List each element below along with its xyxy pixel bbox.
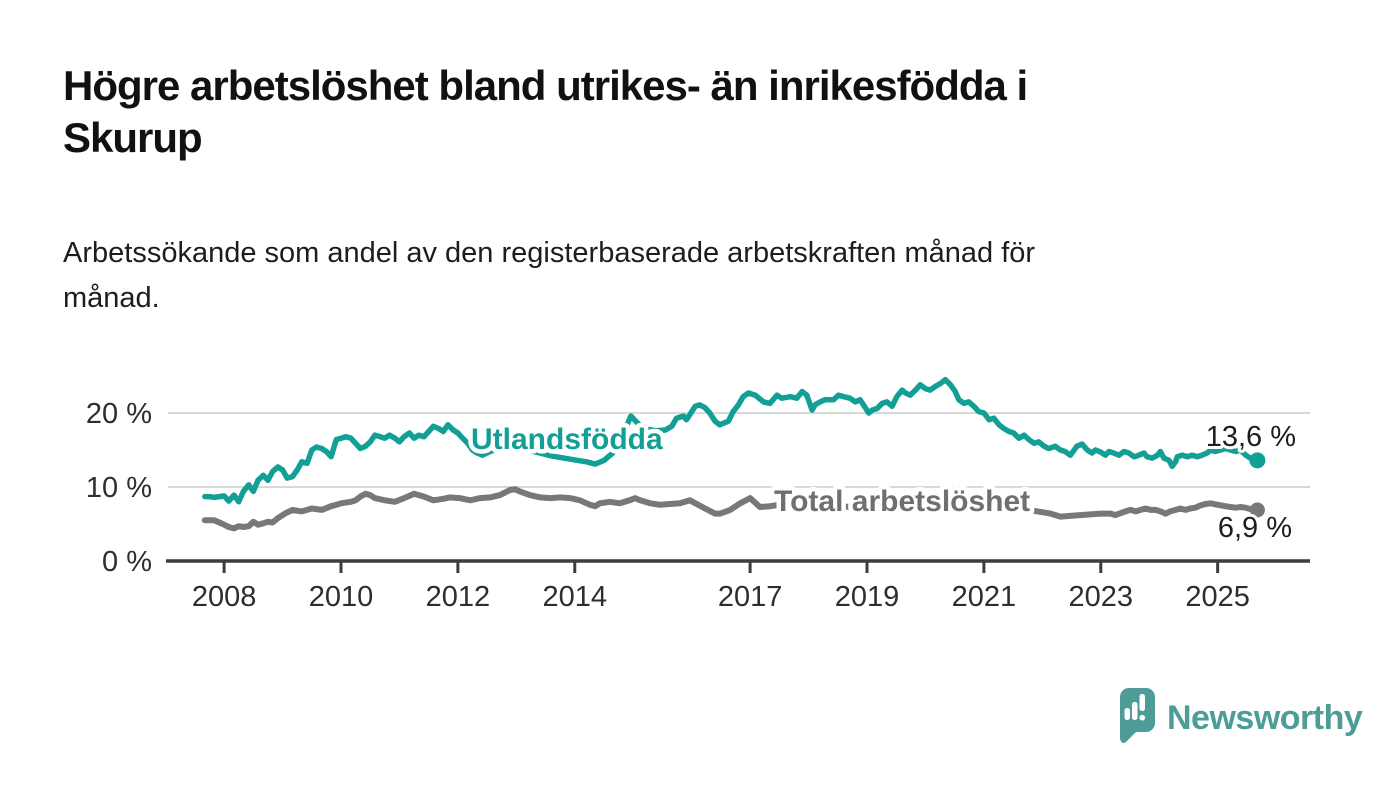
newsworthy-logo: Newsworthy (1120, 688, 1363, 744)
y-tick-label-20: 20 % (86, 398, 152, 430)
subtitle-line-1: Arbetssökande som andel av den registerb… (63, 237, 1036, 269)
logo-bar-1 (1124, 708, 1130, 720)
title-line-1: Högre arbetslöshet bland utrikes- än inr… (63, 62, 1028, 109)
subtitle-line-2: månad. (63, 282, 160, 314)
x-tick-label-2008: 2008 (192, 581, 257, 613)
logo-wordmark: Newsworthy (1167, 699, 1363, 737)
x-axis-labels: 2008 2010 2012 2014 2017 2019 2021 2023 2025 (192, 581, 1250, 613)
logo-exclamation-dot (1139, 715, 1145, 721)
x-tick-label-2012: 2012 (426, 581, 491, 613)
logo-bar-2 (1132, 702, 1138, 720)
x-tick-label-2023: 2023 (1069, 581, 1134, 613)
y-tick-label-0: 0 % (102, 546, 152, 578)
end-dots (1249, 452, 1266, 518)
series-label-utlandsfodda: Utlandsfödda (471, 423, 663, 456)
series-line-total (201, 486, 1261, 532)
x-tick-label-2021: 2021 (952, 581, 1017, 613)
x-tick-label-2010: 2010 (309, 581, 374, 613)
x-tick-label-2014: 2014 (543, 581, 608, 613)
end-value-total-arbetsloshet: 6,9 % (1218, 512, 1292, 544)
x-tick-label-2019: 2019 (835, 581, 900, 613)
y-axis-labels: 0 % 10 % 20 % (86, 398, 152, 578)
logo-exclamation-bar (1139, 694, 1145, 711)
end-dot-total (1249, 502, 1265, 518)
gridlines (168, 412, 1310, 489)
title-line-2: Skurup (63, 114, 203, 161)
x-axis (166, 559, 1310, 573)
series-label-total-arbetsloshet: Total arbetslöshet (774, 485, 1030, 518)
page-title: Högre arbetslöshet bland utrikes- än inr… (63, 60, 1263, 164)
y-tick-label-10: 10 % (86, 472, 152, 504)
end-value-utlandsfodda: 13,6 % (1206, 421, 1296, 453)
end-dot-utlandsfodda (1249, 452, 1266, 469)
series-line-utlandsfodda (202, 376, 1261, 505)
x-tick-label-2017: 2017 (718, 581, 783, 613)
chart-subtitle: Arbetssökande som andel av den registerb… (63, 231, 1283, 321)
x-tick-label-2025: 2025 (1185, 581, 1250, 613)
series-lines (201, 376, 1261, 532)
